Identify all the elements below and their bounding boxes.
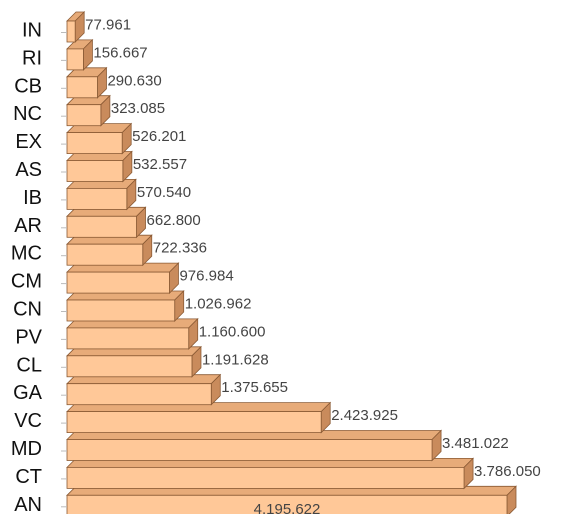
value-label-vc: 2.423.925	[331, 407, 398, 424]
value-label-ar: 662.800	[147, 212, 201, 229]
value-label-cm: 976.984	[179, 268, 233, 285]
bar-front-cl	[66, 355, 193, 378]
bar-as	[66, 150, 133, 183]
category-label-ex: EX	[15, 131, 42, 153]
bar-cm	[66, 262, 180, 295]
category-label-mc: MC	[11, 243, 42, 265]
bar-front-ex	[66, 132, 123, 155]
bar-front-ar	[66, 215, 137, 238]
value-label-md: 3.481.022	[442, 435, 509, 452]
bar-front-mc	[66, 243, 144, 266]
category-label-md: MD	[11, 438, 42, 460]
bars-layer	[66, 11, 517, 514]
bar-front-ri	[66, 48, 84, 71]
bar-front-an	[66, 494, 508, 514]
value-label-cl: 1.191.628	[202, 351, 269, 368]
category-label-cm: CM	[11, 271, 42, 293]
category-label-as: AS	[15, 159, 42, 181]
bar-ct	[66, 457, 475, 490]
bar-front-in	[66, 20, 76, 43]
category-label-cn: CN	[13, 299, 42, 321]
value-label-ex: 526.201	[132, 128, 186, 145]
category-label-ga: GA	[13, 382, 43, 404]
value-label-ga: 1.375.655	[221, 379, 288, 396]
value-label-nc: 323.085	[111, 100, 165, 117]
labels-layer: IN 77.961 RI 156.667 CB 290.630 NC 323.085 EX 526…	[11, 17, 541, 514]
category-label-cl: CL	[16, 354, 42, 376]
bar-nc	[66, 94, 111, 127]
bar-ex	[66, 122, 133, 155]
category-label-ib: IB	[23, 187, 42, 209]
category-label-ar: AR	[14, 215, 42, 237]
bar-in	[66, 11, 86, 43]
category-label-ct: CT	[15, 466, 42, 488]
bar-ar	[66, 206, 147, 239]
category-label-in: IN	[22, 20, 42, 42]
bar-front-cn	[66, 299, 176, 322]
value-label-as: 532.557	[133, 156, 187, 173]
bar-front-cb	[66, 76, 98, 99]
bar-pv	[66, 317, 199, 350]
value-label-an: 4.195.622	[254, 501, 321, 514]
bar-mc	[66, 234, 153, 267]
value-label-ib: 570.540	[137, 184, 191, 201]
value-label-cn: 1.026.962	[185, 296, 252, 313]
category-label-ri: RI	[22, 47, 42, 69]
value-label-cb: 290.630	[107, 72, 161, 89]
bar-front-nc	[66, 104, 102, 127]
value-label-in: 77.961	[85, 17, 131, 34]
bar-cn	[66, 290, 185, 322]
category-label-vc: VC	[14, 410, 42, 432]
bar-front-cm	[66, 271, 170, 294]
bar-vc	[66, 401, 332, 434]
bar-ga	[66, 373, 222, 406]
bar-cb	[66, 66, 108, 99]
bar-front-vc	[66, 411, 322, 434]
bar-ib	[66, 178, 137, 211]
value-label-ct: 3.786.050	[474, 463, 541, 480]
bar-ri	[66, 38, 94, 71]
value-label-ri: 156.667	[93, 44, 147, 61]
category-label-cb: CB	[14, 75, 42, 97]
category-label-an: AN	[14, 494, 42, 514]
bar-front-pv	[66, 327, 190, 350]
category-label-pv: PV	[15, 326, 42, 348]
value-label-pv: 1.160.600	[199, 323, 266, 340]
category-label-nc: NC	[13, 103, 42, 125]
bar-front-ct	[66, 466, 465, 489]
bar-md	[66, 429, 443, 462]
value-label-mc: 722.336	[153, 240, 207, 257]
bar-front-ib	[66, 187, 128, 210]
bar-cl	[66, 345, 202, 378]
bar-front-ga	[66, 383, 212, 406]
bar-front-md	[66, 439, 433, 461]
bar-front-as	[66, 160, 124, 182]
